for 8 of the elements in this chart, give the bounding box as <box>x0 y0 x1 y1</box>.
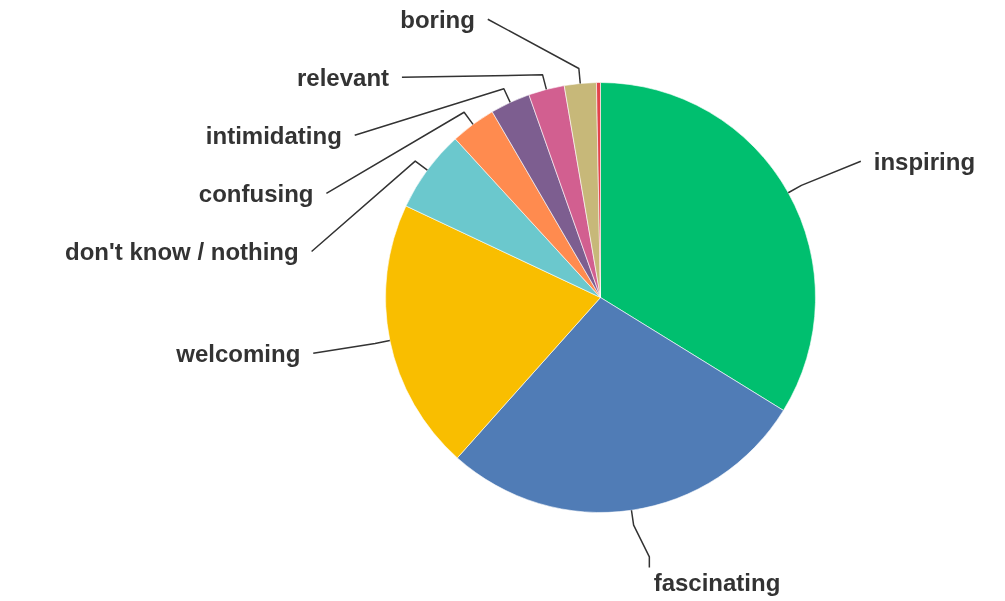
slice-label: confusing <box>198 179 314 207</box>
slice-label: inspiring <box>873 147 976 175</box>
slice-label: fascinating <box>653 569 781 597</box>
slice-label: relevant <box>296 63 390 91</box>
slice-label: boring <box>400 5 475 33</box>
slice-label: don't know / nothing <box>65 237 299 265</box>
slice-label: intimidating <box>205 121 342 149</box>
slice-label: welcoming <box>175 339 301 367</box>
